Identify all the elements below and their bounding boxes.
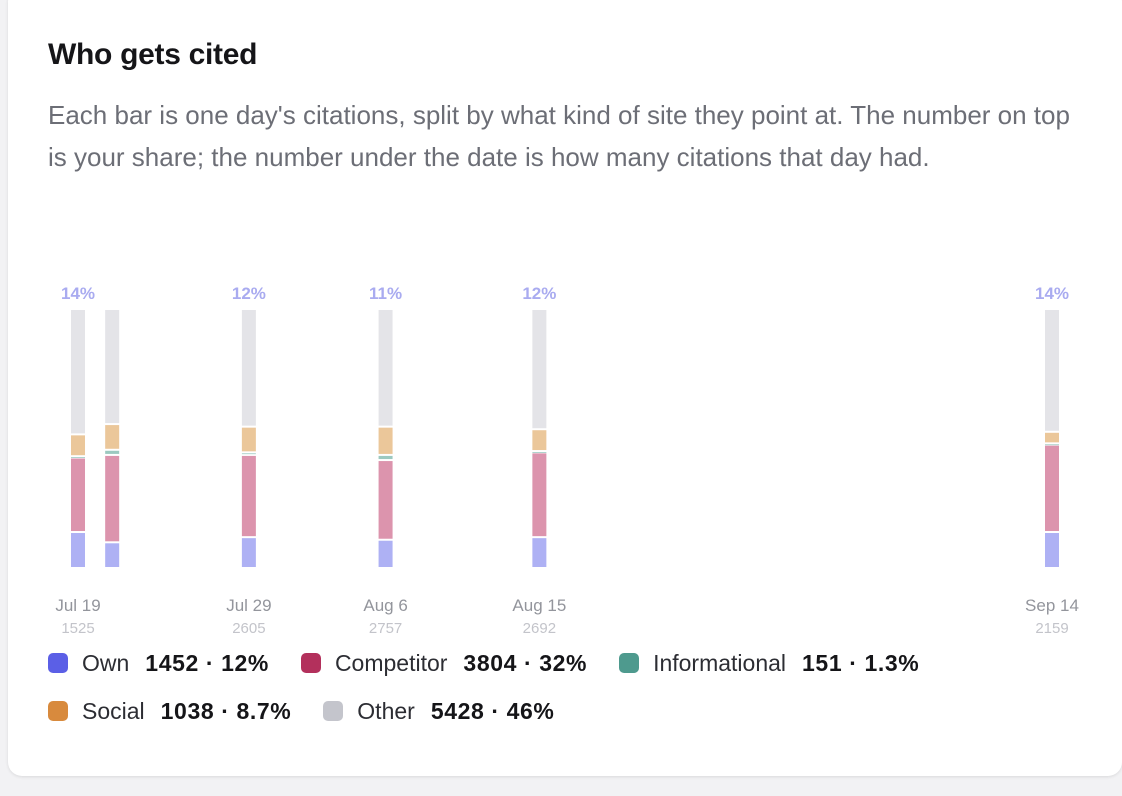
- chart-legend: Own 1452 · 12% Competitor 3804 · 32% Inf…: [48, 648, 1108, 726]
- date-label-jul-19: Jul 19: [55, 596, 100, 615]
- date-label-aug-6: Aug 6: [363, 596, 407, 615]
- share-label-aug-6: 11%: [369, 284, 402, 303]
- legend-value-competitor: 3804 · 32%: [463, 649, 588, 676]
- legend-item-own: Own 1452 · 12%: [48, 648, 269, 678]
- legend-item-informational: Informational 151 · 1.3%: [619, 648, 919, 678]
- total-label-jul-19: 1525: [61, 620, 94, 637]
- legend-item-other: Other 5428 · 46%: [323, 696, 554, 726]
- share-label-sep-14: 14%: [1035, 284, 1069, 303]
- legend-label-own: Own: [82, 649, 130, 676]
- bar-segment-jul-21-social: [105, 425, 120, 449]
- bar-segment-aug-6-own: [378, 540, 393, 567]
- legend-swatch-own: [48, 653, 68, 673]
- legend-swatch-competitor: [300, 653, 321, 673]
- total-label-aug-6: 2757: [369, 620, 402, 637]
- legend-value-own: 1452 · 12%: [145, 649, 269, 676]
- date-label-jul-29: Jul 29: [226, 596, 271, 615]
- bar-segment-jul-19-own: [71, 533, 85, 567]
- legend-item-social: Social 1038 · 8.7%: [48, 696, 291, 726]
- total-label-aug-15: 2692: [523, 620, 556, 637]
- share-label-jul-19: 14%: [61, 284, 95, 303]
- bar-segment-sep-14-social: [1045, 432, 1059, 443]
- total-label-sep-14: 2159: [1035, 620, 1068, 637]
- legend-item-competitor: Competitor 3804 · 32%: [300, 648, 588, 678]
- legend-label-social: Social: [82, 697, 145, 724]
- legend-swatch-social: [48, 701, 68, 721]
- bar-segment-sep-14-other: [1045, 310, 1059, 431]
- legend-value-social: 1038 · 8.7%: [160, 697, 292, 724]
- date-label-sep-14: Sep 14: [1025, 596, 1079, 615]
- bar-segment-aug-6-informational: [378, 455, 393, 460]
- card-description: Each bar is one day's citations, split b…: [48, 100, 1070, 172]
- bar-segment-jul-21-other: [105, 310, 120, 424]
- date-label-aug-15: Aug 15: [512, 596, 566, 615]
- bar-segment-aug-6-other: [378, 310, 393, 426]
- bar-segment-jul-29-competitor: [241, 455, 256, 537]
- bar-segment-jul-29-own: [241, 538, 256, 567]
- bar-segment-jul-29-informational: [241, 453, 256, 455]
- bar-segment-sep-14-competitor: [1045, 445, 1059, 532]
- bar-segment-aug-15-own: [532, 538, 547, 567]
- bar-segment-aug-6-competitor: [378, 461, 393, 539]
- share-label-aug-15: 12%: [522, 284, 556, 303]
- bar-segment-jul-21-own: [105, 543, 120, 567]
- bar-segment-jul-29-other: [241, 310, 256, 426]
- bar-segment-jul-19-other: [71, 310, 85, 434]
- bar-segment-jul-21-informational: [105, 450, 120, 454]
- share-label-jul-29: 12%: [232, 284, 266, 303]
- bar-segment-jul-19-social: [71, 435, 85, 456]
- bar-segment-aug-15-informational: [532, 452, 547, 453]
- total-label-jul-29: 2605: [232, 620, 265, 637]
- bar-segment-aug-15-competitor: [532, 453, 547, 537]
- bar-segment-sep-14-own: [1045, 533, 1059, 567]
- bar-segment-aug-15-social: [532, 430, 547, 451]
- legend-value-other: 5428 · 46%: [430, 697, 555, 724]
- legend-label-competitor: Competitor: [334, 649, 448, 676]
- bar-segment-jul-19-informational: [71, 457, 85, 459]
- legend-label-informational: Informational: [653, 649, 787, 676]
- bar-segment-jul-21-competitor: [105, 455, 120, 542]
- who-gets-cited-card: Who gets cited Each bar is one day's cit…: [8, 0, 1122, 776]
- card-title: Who gets cited: [48, 38, 258, 71]
- bar-segment-sep-14-informational: [1045, 444, 1059, 446]
- citations-stacked-bar-chart: 14% Jul 19 1525 12% Jul 29 2605 11% Aug 6 2757 12…: [55, 284, 1079, 637]
- legend-swatch-other: [323, 701, 344, 721]
- legend-swatch-informational: [619, 653, 640, 673]
- legend-label-other: Other: [357, 697, 415, 724]
- bar-segment-aug-6-social: [378, 427, 393, 454]
- legend-value-informational: 151 · 1.3%: [802, 649, 920, 676]
- bar-segment-aug-15-other: [532, 310, 547, 429]
- bar-segment-jul-19-competitor: [71, 458, 85, 532]
- bar-segment-jul-29-social: [241, 427, 256, 452]
